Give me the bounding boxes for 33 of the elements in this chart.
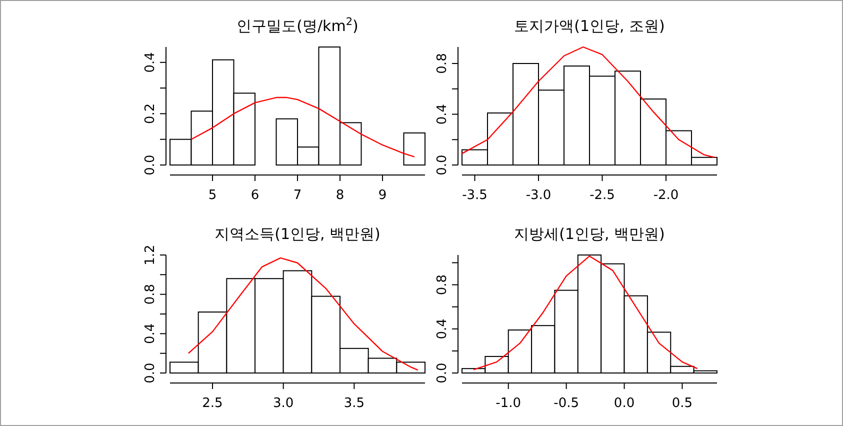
- x-tick-label: 9: [378, 188, 387, 203]
- x-tick-label: -3.0: [526, 188, 552, 203]
- chart-title: 지역소득(1인당, 백만원): [214, 225, 380, 243]
- x-tick-label: 6: [250, 188, 260, 203]
- x-tick-label: -3.5: [462, 188, 488, 203]
- x-tick-label: 8: [336, 188, 344, 203]
- x-tick-label: -1.0: [496, 396, 522, 411]
- x-tick-label: -2.0: [653, 188, 679, 203]
- chart-title: 인구밀도(명/km$^{2}$): [236, 16, 358, 35]
- x-tick-label: 7: [293, 188, 302, 203]
- y-tick-label: 1.2: [143, 244, 158, 266]
- x-tick-label: 2.5: [202, 396, 223, 411]
- x-tick-label: 3.0: [272, 396, 294, 411]
- y-tick-label: 0.8: [435, 53, 450, 74]
- y-tick-label: 0.4: [435, 104, 450, 125]
- x-tick-label: 3.5: [344, 396, 365, 411]
- x-tick-label: 0.5: [672, 396, 693, 411]
- y-tick-label: 0.8: [435, 274, 450, 296]
- y-tick-label: 0.0: [435, 154, 450, 176]
- chart-title: 토지가액(1인당, 조원): [514, 17, 665, 35]
- y-tick-label: 0.0: [143, 362, 158, 384]
- x-tick-label: -0.5: [554, 396, 580, 411]
- y-tick-label: 0.0: [143, 154, 158, 176]
- y-tick-label: 0.2: [143, 103, 158, 124]
- y-tick-label: 0.4: [143, 52, 158, 73]
- y-tick-label: 0.4: [435, 318, 450, 340]
- x-tick-label: 0.0: [614, 396, 635, 411]
- x-tick-label: 5: [208, 188, 217, 203]
- chart-title: 지방세(1인당, 백만원): [514, 225, 665, 243]
- y-tick-label: 0.8: [143, 284, 158, 305]
- y-tick-label: 0.0: [435, 362, 450, 384]
- x-tick-label: -2.5: [590, 188, 615, 203]
- y-tick-label: 0.4: [143, 323, 158, 344]
